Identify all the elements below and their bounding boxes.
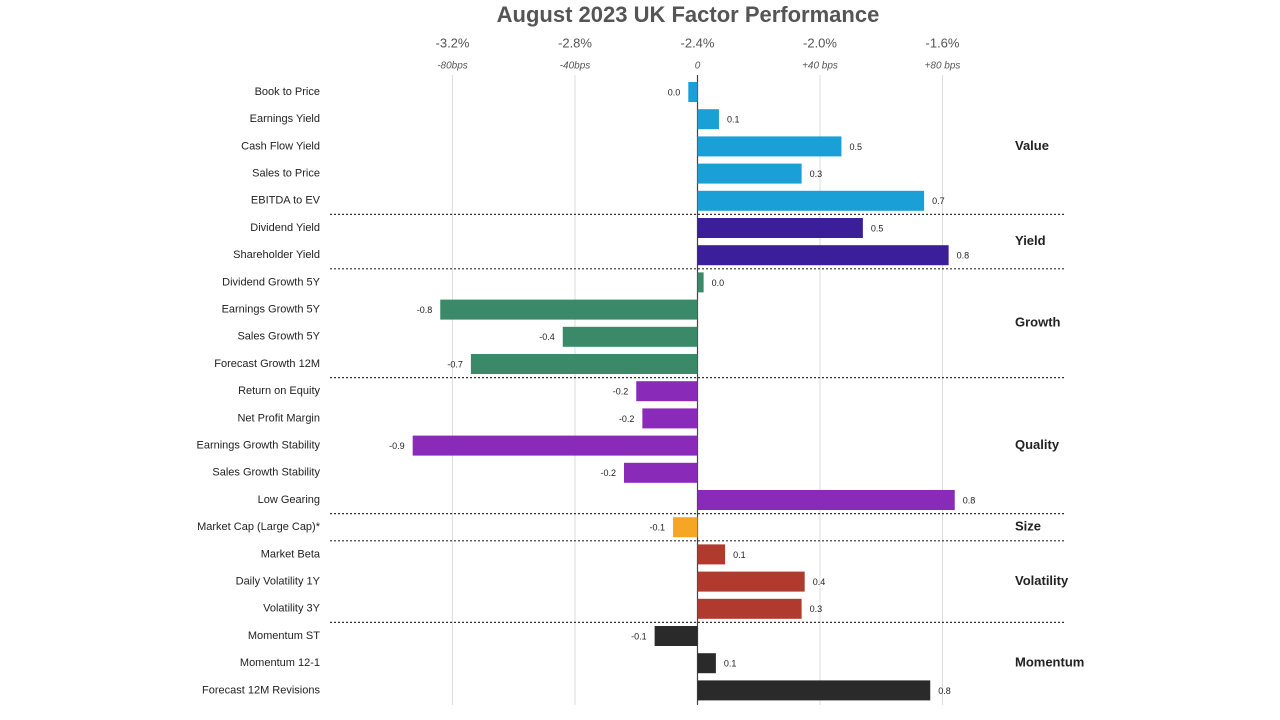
bar xyxy=(697,544,726,565)
bar xyxy=(624,462,698,483)
bar xyxy=(636,381,698,402)
category-label: Market Beta xyxy=(261,548,321,560)
x-tick-label: -40bps xyxy=(560,61,591,72)
bar xyxy=(697,272,704,293)
category-label: Forecast Growth 12M xyxy=(214,358,320,370)
category-label: Momentum 12-1 xyxy=(240,657,320,669)
bar xyxy=(697,163,802,184)
value-label: 0.0 xyxy=(668,87,681,97)
x2-tick-label: -1.6% xyxy=(926,35,960,50)
category-label: Low Gearing xyxy=(258,494,320,506)
group-label: Growth xyxy=(1015,315,1061,330)
group-label: Value xyxy=(1015,138,1049,153)
bar xyxy=(697,598,802,619)
value-label: 0.7 xyxy=(932,196,945,206)
category-label: Shareholder Yield xyxy=(233,249,320,261)
value-label: 0.1 xyxy=(727,115,740,125)
bar xyxy=(440,299,698,320)
category-label: Momentum ST xyxy=(248,630,320,642)
bar xyxy=(697,680,931,701)
value-label: 0.8 xyxy=(957,251,970,261)
category-label: Sales to Price xyxy=(252,168,320,180)
value-label: -0.1 xyxy=(631,631,647,641)
bar xyxy=(673,517,698,538)
value-label: -0.1 xyxy=(649,523,665,533)
value-label: 0.1 xyxy=(724,659,737,669)
bar xyxy=(697,571,805,592)
value-label: 0.1 xyxy=(733,550,746,560)
value-label: 0.8 xyxy=(963,495,976,505)
value-label: -0.4 xyxy=(539,332,555,342)
bar xyxy=(697,245,949,266)
group-label: Momentum xyxy=(1015,655,1084,670)
value-label: 0.3 xyxy=(810,169,823,179)
bar xyxy=(697,109,719,130)
group-label: Quality xyxy=(1015,437,1060,452)
bar xyxy=(562,326,698,347)
group-label: Yield xyxy=(1015,233,1046,248)
category-label: Earnings Growth Stability xyxy=(197,440,321,452)
bar xyxy=(697,218,863,238)
value-label: 0.4 xyxy=(813,577,826,587)
value-label: 0.8 xyxy=(938,686,951,696)
category-label: Earnings Yield xyxy=(250,113,320,125)
bar xyxy=(642,408,698,429)
x-tick-label: 0 xyxy=(695,61,701,72)
group-label: Size xyxy=(1015,519,1041,534)
category-label: EBITDA to EV xyxy=(251,195,321,207)
category-label: Net Profit Margin xyxy=(237,412,320,424)
bar xyxy=(470,354,698,374)
category-label: Forecast 12M Revisions xyxy=(202,684,320,696)
bar xyxy=(697,190,925,211)
bar xyxy=(697,490,955,510)
group-label: Volatility xyxy=(1015,573,1069,588)
value-label: -0.7 xyxy=(447,359,463,369)
x2-tick-label: -3.2% xyxy=(436,35,470,50)
bar xyxy=(697,653,716,674)
x-tick-label: +40 bps xyxy=(802,61,838,72)
category-label: Sales Growth Stability xyxy=(212,467,320,479)
x2-tick-label: -2.4% xyxy=(681,35,715,50)
category-label: Earnings Growth 5Y xyxy=(222,304,321,316)
category-label: Daily Volatility 1Y xyxy=(236,576,321,588)
value-label: 0.5 xyxy=(871,223,884,233)
value-label: -0.2 xyxy=(600,468,616,478)
category-label: Market Cap (Large Cap)* xyxy=(197,521,321,533)
value-label: 0.0 xyxy=(712,278,725,288)
bar xyxy=(654,626,698,646)
category-label: Dividend Yield xyxy=(250,222,320,234)
value-label: -0.2 xyxy=(619,414,635,424)
x2-tick-label: -2.0% xyxy=(803,35,837,50)
value-label: -0.8 xyxy=(417,305,433,315)
category-label: Dividend Growth 5Y xyxy=(222,276,320,288)
value-label: 0.5 xyxy=(849,142,862,152)
value-label: 0.3 xyxy=(810,604,823,614)
category-label: Cash Flow Yield xyxy=(241,140,320,152)
category-label: Volatility 3Y xyxy=(263,603,321,615)
value-label: -0.2 xyxy=(613,387,629,397)
category-label: Return on Equity xyxy=(238,385,320,397)
x2-tick-label: -2.8% xyxy=(558,35,592,50)
bar xyxy=(688,82,698,102)
value-label: -0.9 xyxy=(389,441,405,451)
x-tick-label: +80 bps xyxy=(925,61,961,72)
category-label: Book to Price xyxy=(255,86,320,98)
category-label: Sales Growth 5Y xyxy=(237,331,320,343)
chart-title: August 2023 UK Factor Performance xyxy=(497,2,880,27)
bar xyxy=(412,435,698,456)
x-tick-label: -80bps xyxy=(437,61,468,72)
bar xyxy=(697,136,842,157)
